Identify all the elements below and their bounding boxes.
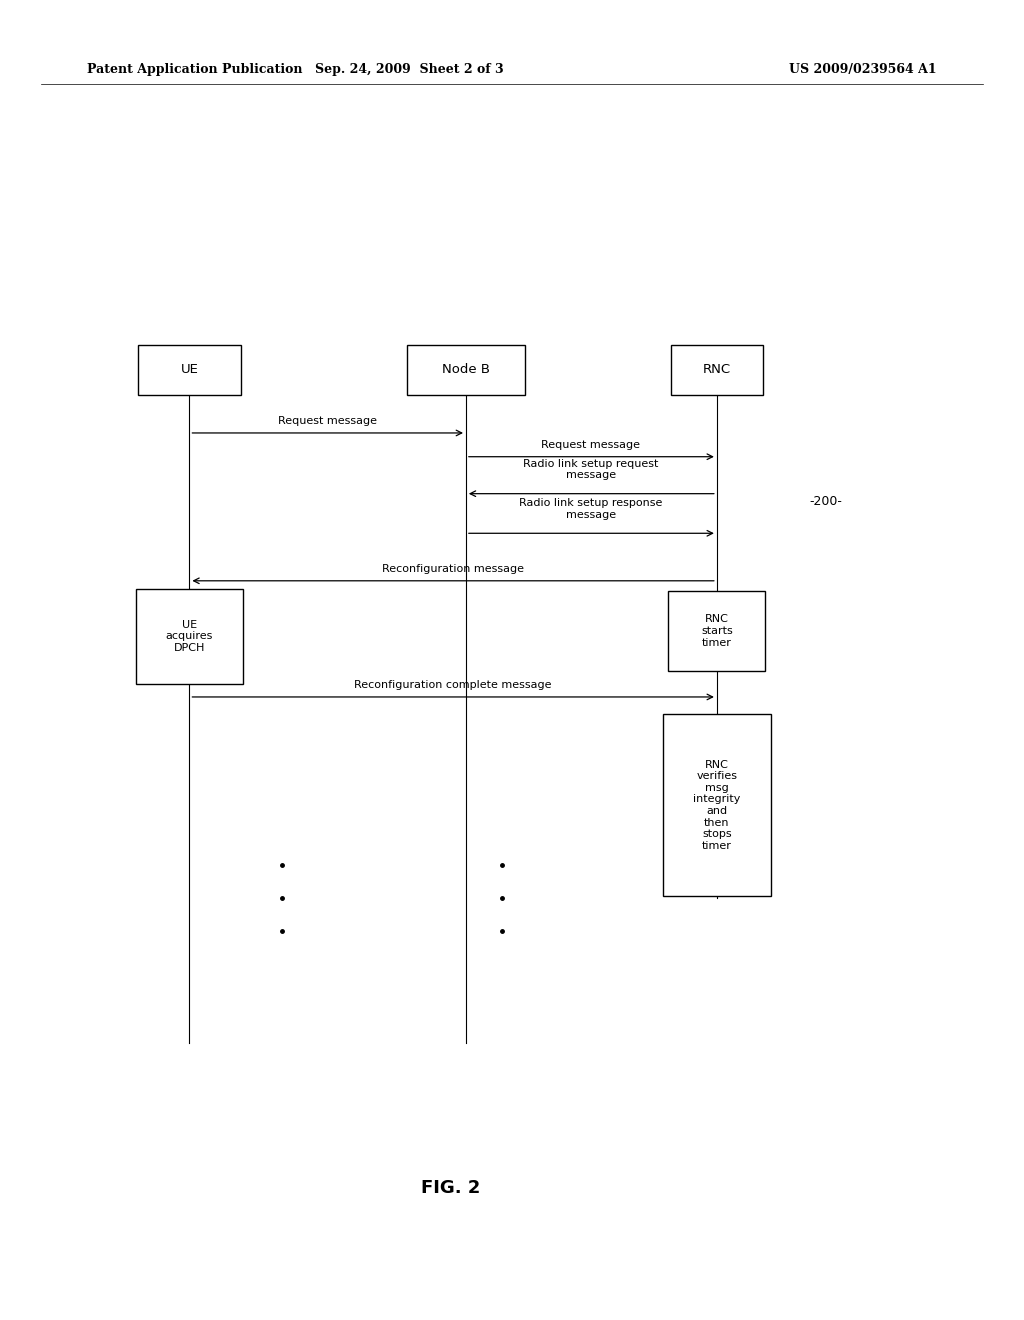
Bar bbox=[138, 345, 241, 395]
Text: Reconfiguration message: Reconfiguration message bbox=[382, 564, 523, 574]
Text: US 2009/0239564 A1: US 2009/0239564 A1 bbox=[790, 63, 937, 77]
Text: Radio link setup response
message: Radio link setup response message bbox=[519, 499, 663, 520]
Text: RNC
starts
timer: RNC starts timer bbox=[700, 614, 733, 648]
Bar bbox=[664, 714, 770, 896]
Text: -200-: -200- bbox=[809, 495, 842, 508]
Text: FIG. 2: FIG. 2 bbox=[421, 1179, 480, 1197]
Text: UE: UE bbox=[180, 363, 199, 376]
Text: Node B: Node B bbox=[442, 363, 489, 376]
Text: Reconfiguration complete message: Reconfiguration complete message bbox=[354, 680, 551, 690]
Text: Patent Application Publication: Patent Application Publication bbox=[87, 63, 302, 77]
Text: RNC: RNC bbox=[702, 363, 731, 376]
Bar bbox=[668, 591, 765, 671]
Text: Request message: Request message bbox=[279, 416, 377, 426]
Text: Radio link setup request
message: Radio link setup request message bbox=[523, 459, 658, 480]
Text: Sep. 24, 2009  Sheet 2 of 3: Sep. 24, 2009 Sheet 2 of 3 bbox=[315, 63, 504, 77]
Bar bbox=[408, 345, 525, 395]
Bar bbox=[135, 589, 244, 684]
Text: UE
acquires
DPCH: UE acquires DPCH bbox=[166, 619, 213, 653]
Text: Request message: Request message bbox=[542, 440, 640, 450]
Text: RNC
verifies
msg
integrity
and
then
stops
timer: RNC verifies msg integrity and then stop… bbox=[693, 759, 740, 851]
Bar bbox=[671, 345, 763, 395]
